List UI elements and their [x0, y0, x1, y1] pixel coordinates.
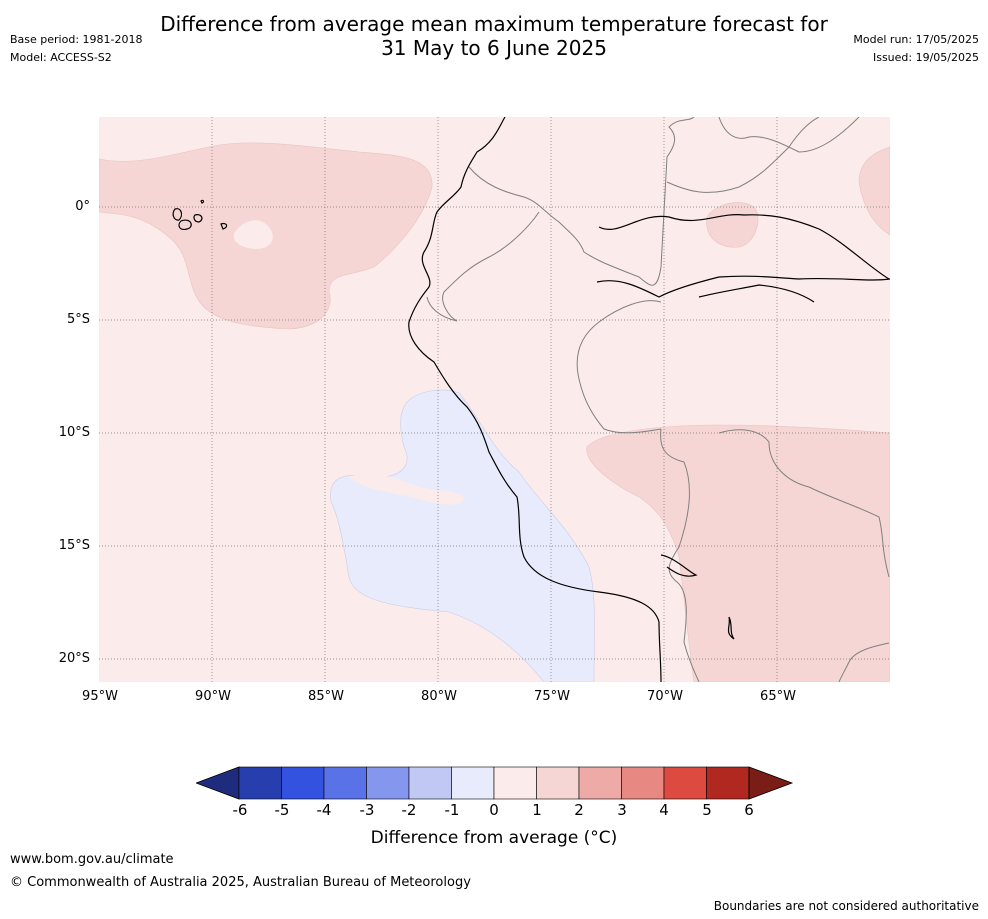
- cb-tick: 1: [532, 801, 542, 819]
- base-period: Base period: 1981-2018: [10, 33, 143, 46]
- model-run: Model run: 17/05/2025: [853, 33, 979, 46]
- lon-label-80w: 80°W: [421, 689, 457, 704]
- colorbar-extend-low: [196, 766, 240, 800]
- colorbar-segment: [323, 766, 367, 800]
- lon-label-95w: 95°W: [82, 689, 118, 704]
- map-area: [99, 117, 890, 682]
- lat-label-15s: 15°S: [58, 538, 90, 553]
- lon-label-85w: 85°W: [308, 689, 344, 704]
- footer-url: www.bom.gov.au/climate: [10, 852, 174, 867]
- lon-label-75w: 75°W: [534, 689, 570, 704]
- cb-tick: -2: [401, 801, 417, 819]
- meta-left: Base period: 1981-2018 Model: ACCESS-S2: [10, 31, 142, 67]
- colorbar-segment: [621, 766, 665, 800]
- colorbar-segment: [536, 766, 580, 800]
- map-title: Difference from average mean maximum tem…: [0, 12, 988, 60]
- colorbar-segment: [706, 766, 750, 800]
- model-name: Model: ACCESS-S2: [10, 51, 112, 64]
- country-borders: [426, 117, 890, 682]
- coastline: [172, 117, 890, 682]
- graticule: [99, 117, 890, 682]
- colorbar-label: Difference from average (°C): [370, 828, 618, 848]
- lat-label-20s: 20°S: [58, 651, 90, 666]
- colorbar: [196, 766, 794, 800]
- warm-anomaly-hole: [233, 220, 273, 249]
- warm-anomaly-north: [706, 202, 759, 248]
- colorbar-segment: [493, 766, 537, 800]
- cb-tick: 0: [489, 801, 499, 819]
- colorbar-extend-high: [748, 766, 794, 800]
- colorbar-segment: [281, 766, 325, 800]
- issued-date: Issued: 19/05/2025: [872, 51, 979, 64]
- cb-tick: 6: [744, 801, 754, 819]
- colorbar-segment: [366, 766, 410, 800]
- colorbar-segment: [238, 766, 282, 800]
- cb-tick: -1: [444, 801, 460, 819]
- cb-tick: 3: [617, 801, 627, 819]
- lat-label-0: 0°: [75, 199, 90, 214]
- lon-label-90w: 90°W: [195, 689, 231, 704]
- cb-tick: 2: [574, 801, 584, 819]
- lat-label-10s: 10°S: [58, 425, 90, 440]
- footer-copyright: © Commonwealth of Australia 2025, Austra…: [10, 875, 471, 890]
- cb-tick: -6: [232, 801, 248, 819]
- title-line-2: 31 May to 6 June 2025: [381, 36, 607, 60]
- cb-tick: -5: [274, 801, 290, 819]
- colorbar-segment: [408, 766, 452, 800]
- title-line-1: Difference from average mean maximum tem…: [160, 12, 828, 36]
- lon-label-70w: 70°W: [647, 689, 683, 704]
- lat-label-5s: 5°S: [66, 312, 90, 327]
- colorbar-segment: [578, 766, 622, 800]
- cb-tick: 5: [702, 801, 712, 819]
- cool-anomaly-notch: [349, 473, 464, 505]
- colorbar-segment: [451, 766, 495, 800]
- meta-right: Model run: 17/05/2025 Issued: 19/05/2025: [853, 31, 979, 67]
- footer-disclaimer: Boundaries are not considered authoritat…: [713, 899, 979, 913]
- cb-tick: -4: [316, 801, 332, 819]
- cb-tick: 4: [659, 801, 669, 819]
- warm-anomaly-east-edge: [858, 146, 890, 236]
- colorbar-segment: [663, 766, 707, 800]
- cb-tick: -3: [359, 801, 375, 819]
- lon-label-65w: 65°W: [760, 689, 796, 704]
